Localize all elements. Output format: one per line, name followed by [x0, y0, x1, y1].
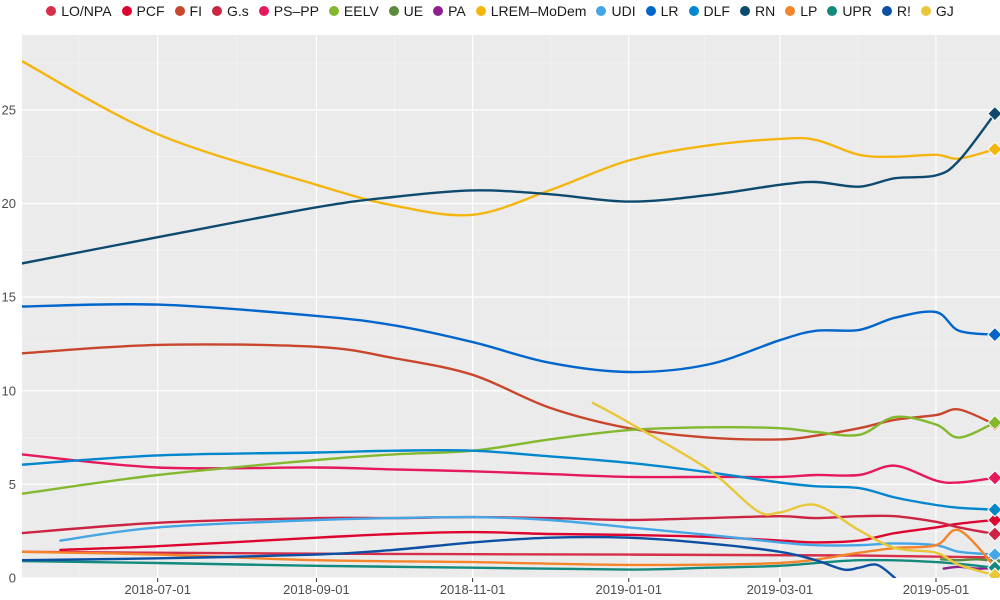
y-tick-label: 5	[9, 477, 16, 492]
series-end-marker	[987, 105, 1000, 122]
legend-swatch	[258, 6, 269, 16]
y-tick-label: 15	[2, 290, 16, 305]
legend-item: RN	[739, 3, 776, 19]
series-line-upr	[22, 558, 997, 571]
series-line-udi	[59, 515, 997, 556]
legend-item: UE	[388, 3, 424, 19]
legend-swatch	[827, 6, 838, 16]
legend-swatch	[121, 6, 132, 16]
series-end-marker	[987, 414, 1000, 431]
legend-swatch	[328, 6, 339, 16]
series-line-ps-pp	[22, 453, 997, 485]
y-tick-label: 0	[9, 571, 16, 586]
legend-label: PA	[448, 3, 466, 19]
legend-label: LREM–MoDem	[490, 3, 587, 19]
series-line-g-s	[22, 514, 997, 536]
legend-label: FI	[189, 3, 202, 19]
legend-label: PS–PP	[273, 3, 319, 19]
legend-label: G.s	[226, 3, 249, 19]
legend-swatch	[46, 6, 57, 16]
plot-background	[22, 35, 1000, 578]
legend-item: PA	[433, 3, 466, 19]
y-tick-label: 20	[2, 196, 16, 211]
y-tick-label: 10	[2, 383, 16, 398]
x-tick-label: 2018-07-01	[124, 582, 191, 597]
legend-label: UE	[403, 3, 424, 19]
legend-item: LR	[645, 3, 679, 19]
legend-label: LO/NPA	[61, 3, 112, 19]
x-tick-label: 2019-05-01	[903, 582, 970, 597]
legend-swatch	[920, 6, 931, 16]
series-line-lrem-modem	[22, 60, 997, 217]
legend: LO/NPA PCF FI G.s PS–PP EELV UE PA LREM–MoDem UDI…	[0, 3, 1000, 19]
legend-swatch	[688, 6, 699, 16]
series-line-lr	[22, 302, 997, 374]
legend-label: UDI	[611, 3, 636, 19]
series-end-marker	[987, 470, 1000, 486]
legend-item: GJ	[920, 3, 954, 19]
series-group	[22, 60, 1000, 578]
series-line-dlf	[22, 448, 997, 511]
series-line-rn	[22, 112, 997, 265]
y-tick-label: 25	[2, 102, 16, 117]
series-end-marker	[987, 501, 1000, 518]
legend-item: PCF	[121, 3, 165, 19]
legend-label: GJ	[935, 3, 954, 19]
legend-item: LREM–MoDem	[475, 3, 587, 19]
legend-item: G.s	[211, 3, 249, 19]
series-line-pcf	[59, 518, 997, 552]
series-line-eelv	[22, 415, 997, 495]
series-end-marker	[987, 512, 1000, 528]
series-line-lo-npa	[22, 550, 997, 559]
x-tick-label: 2019-01-01	[596, 582, 663, 597]
legend-swatch	[174, 6, 185, 16]
legend-item: PS–PP	[258, 3, 319, 19]
legend-swatch	[739, 6, 750, 16]
legend-item: LP	[785, 3, 817, 19]
legend-label: R!	[896, 3, 911, 19]
series-end-marker	[987, 546, 1000, 563]
legend-label: RN	[754, 3, 776, 19]
legend-label: LR	[660, 3, 679, 19]
series-end-marker	[987, 526, 1000, 542]
legend-swatch	[596, 6, 607, 16]
legend-label: LP	[800, 3, 818, 19]
legend-item: UPR	[827, 3, 872, 19]
legend-label: EELV	[343, 3, 379, 19]
legend-label: UPR	[842, 3, 872, 19]
legend-item: LO/NPA	[46, 3, 112, 19]
legend-swatch	[645, 6, 656, 16]
legend-item: DLF	[688, 3, 730, 19]
legend-swatch	[211, 6, 222, 16]
series-end-marker	[987, 567, 1000, 578]
legend-item: UDI	[596, 3, 636, 19]
series-end-marker	[987, 326, 1000, 343]
x-tick-label: 2019-03-01	[747, 582, 814, 597]
legend-swatch	[785, 6, 796, 16]
x-tick-label: 2018-11-01	[440, 582, 506, 597]
series-line-gj	[591, 401, 997, 577]
series-line-r-	[22, 535, 897, 578]
legend-swatch	[881, 6, 892, 16]
legend-swatch	[388, 6, 399, 16]
x-tick-label: 2018-09-01	[283, 582, 350, 597]
legend-label: PCF	[136, 3, 165, 19]
legend-item: R!	[881, 3, 911, 19]
legend-label: DLF	[703, 3, 730, 19]
legend-item: EELV	[328, 3, 379, 19]
series-end-marker	[987, 141, 1000, 157]
legend-item: FI	[174, 3, 202, 19]
legend-swatch	[433, 6, 444, 16]
legend-swatch	[475, 6, 486, 16]
